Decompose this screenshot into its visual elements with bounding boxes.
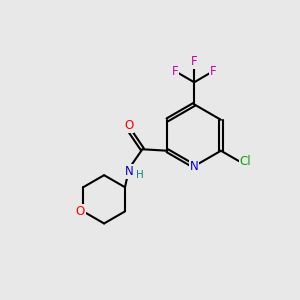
Text: O: O bbox=[124, 119, 133, 132]
Text: F: F bbox=[172, 64, 178, 78]
Text: N: N bbox=[190, 160, 199, 173]
Text: O: O bbox=[76, 205, 85, 218]
Text: H: H bbox=[136, 170, 144, 180]
Text: Cl: Cl bbox=[239, 154, 251, 167]
Text: F: F bbox=[210, 64, 217, 78]
Text: N: N bbox=[125, 165, 134, 178]
Text: F: F bbox=[191, 55, 197, 68]
